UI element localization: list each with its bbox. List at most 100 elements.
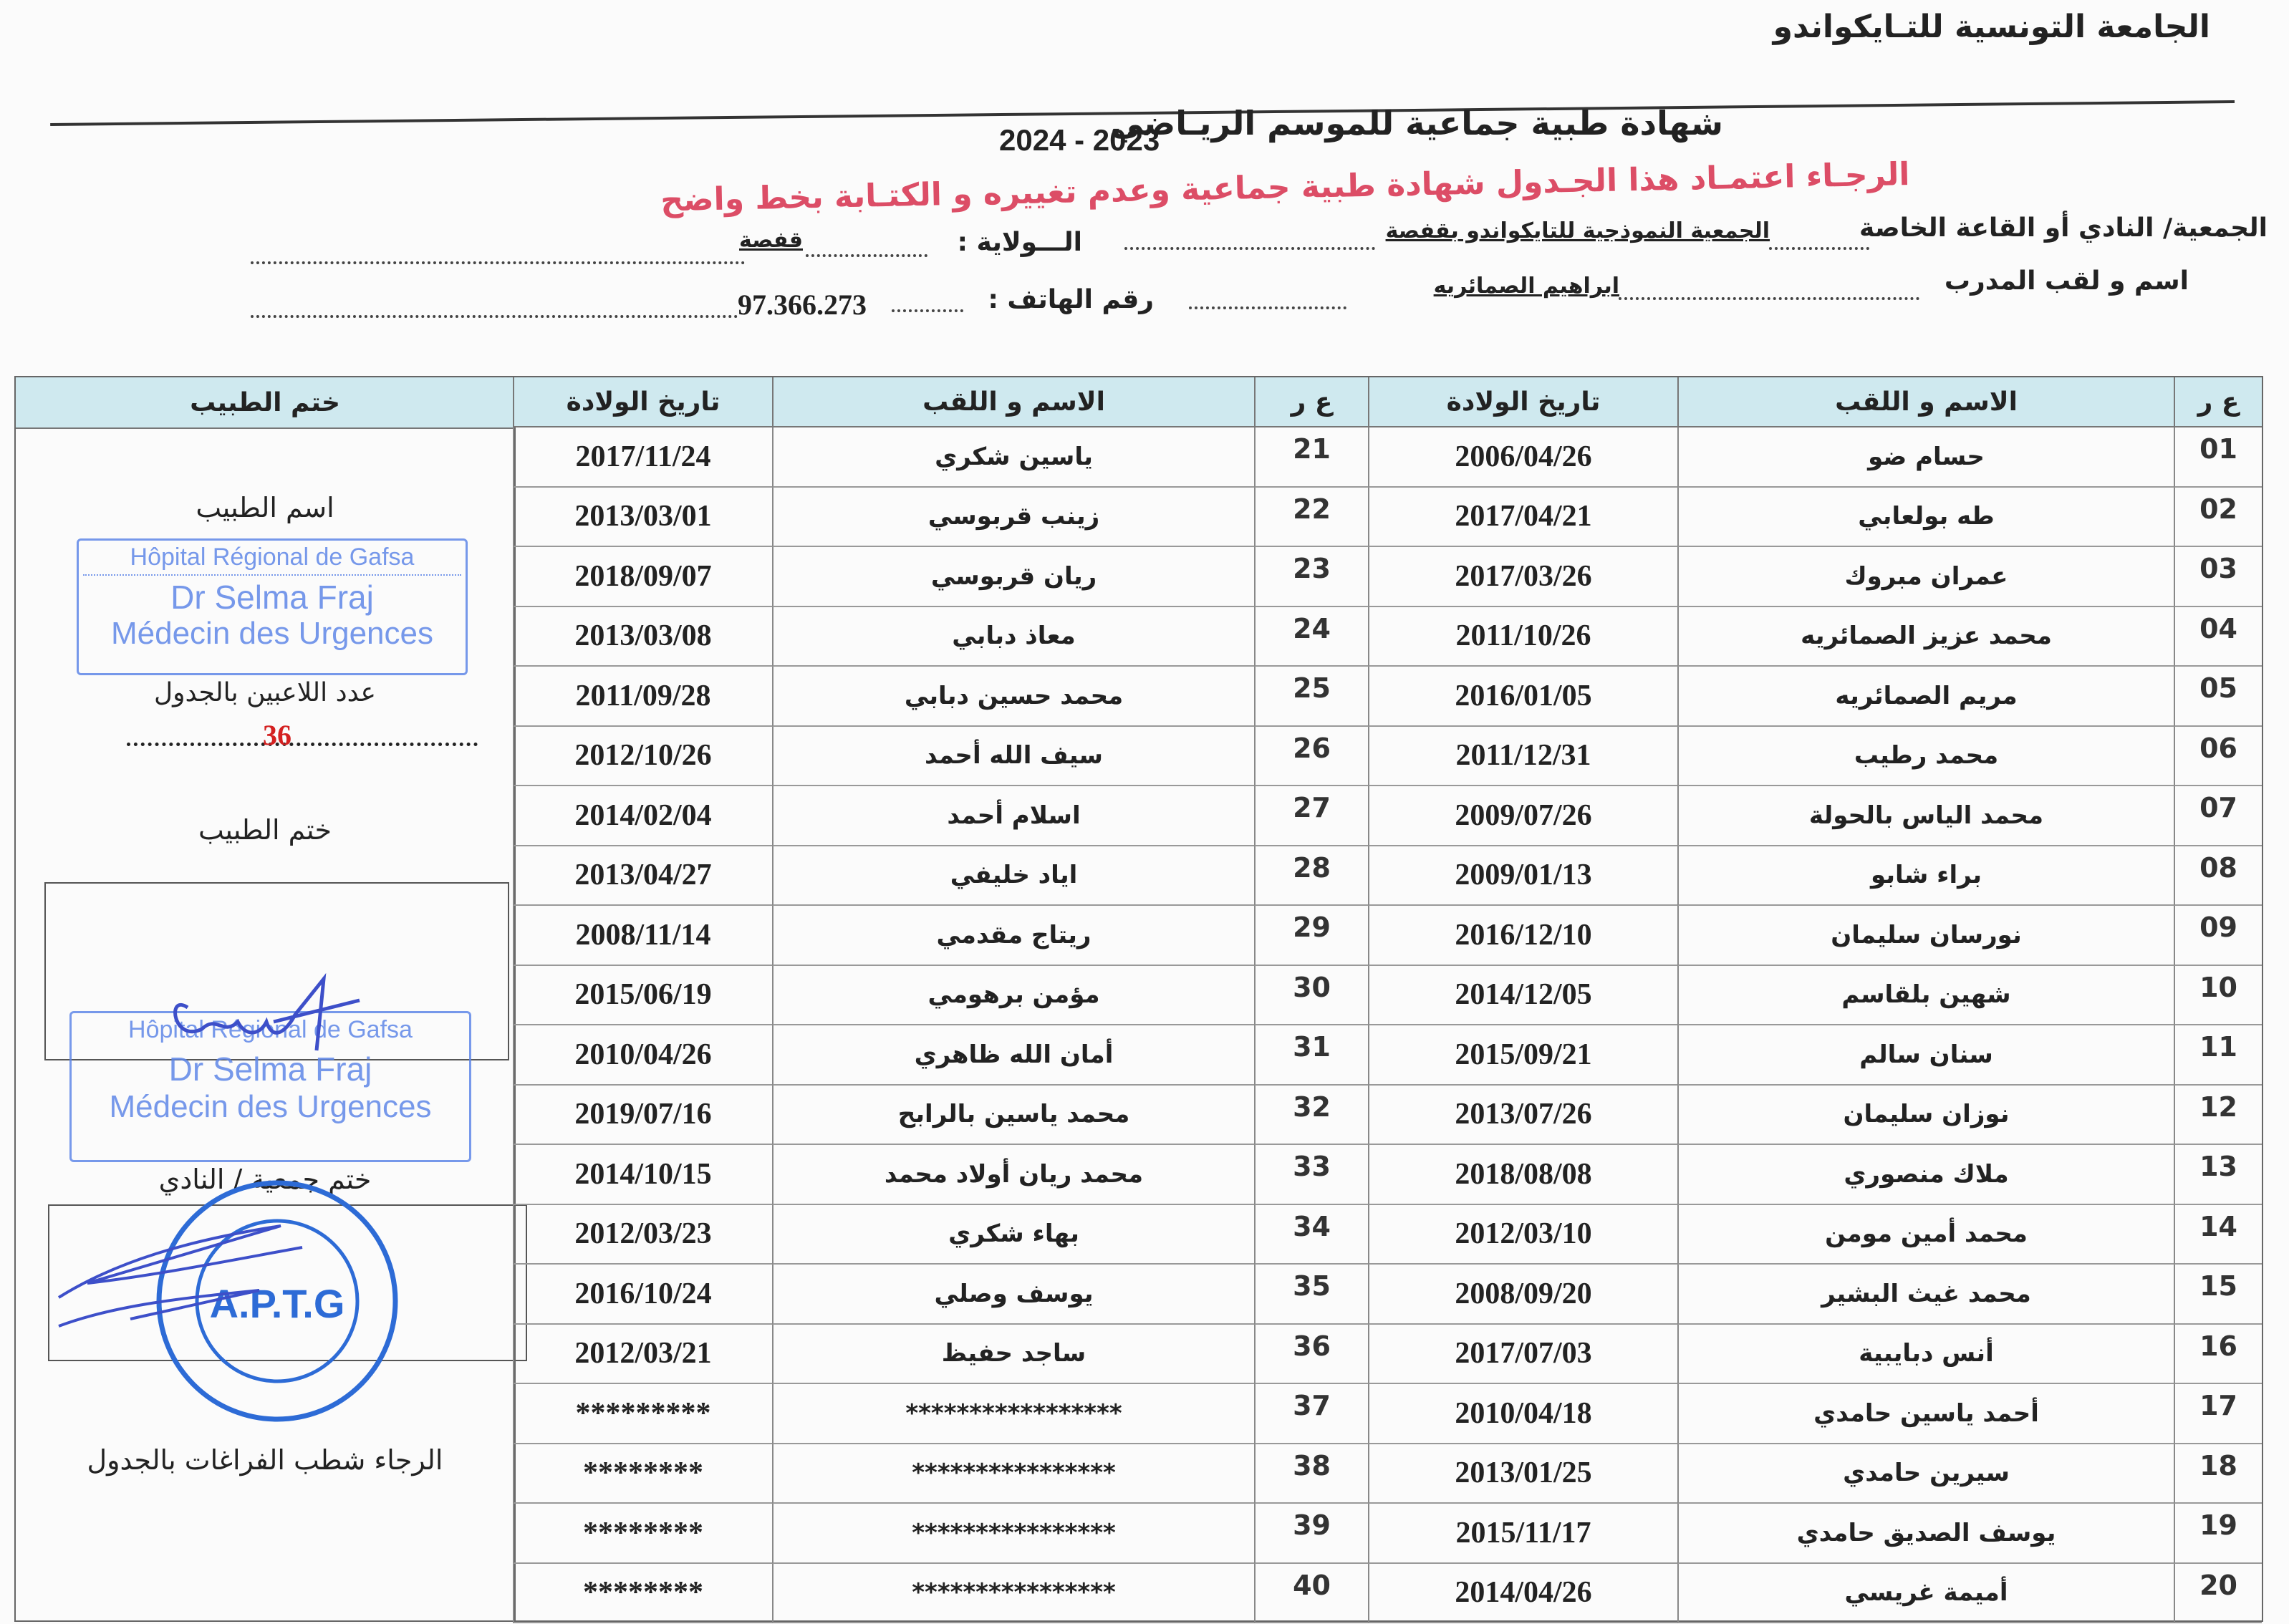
doctor-stamp-column: ختم الطبيب اسم الطبيب Hôpital Régional d… xyxy=(14,376,527,1622)
header-number: ع ر xyxy=(2174,377,2262,427)
birth-date: ******** xyxy=(513,1444,772,1504)
birth-date: 2017/07/03 xyxy=(1368,1324,1677,1384)
row-number: 06 xyxy=(2174,726,2262,786)
birth-date: 2016/12/10 xyxy=(1368,906,1677,966)
row-number: 21 xyxy=(1254,427,1368,488)
birth-date: 2010/04/26 xyxy=(513,1025,772,1086)
stamp-line: Hôpital Régional de Gafsa xyxy=(130,543,415,571)
dotted-line xyxy=(1769,247,1869,250)
header-name: الاسم و اللقب xyxy=(772,377,1254,427)
birth-date: 2010/04/18 xyxy=(1368,1384,1677,1444)
player-name: اسلام أحمد xyxy=(772,786,1254,846)
player-name: محمد الياس بالحولة xyxy=(1677,786,2174,846)
row-number: 13 xyxy=(2174,1145,2262,1205)
row-number: 19 xyxy=(2174,1504,2262,1564)
player-name: مؤمن برهومي xyxy=(772,965,1254,1025)
header-number: ع ر xyxy=(1254,377,1368,427)
birth-date: 2017/04/21 xyxy=(1368,487,1677,547)
player-name: محمد ياسين بالرابح xyxy=(772,1085,1254,1145)
birth-date: ********* xyxy=(513,1384,772,1444)
birth-date: 2019/07/16 xyxy=(513,1085,772,1145)
row-number: 20 xyxy=(2174,1563,2262,1623)
birth-date: 2011/12/31 xyxy=(1368,726,1677,786)
birth-date: 2009/01/13 xyxy=(1368,846,1677,906)
header-birth-date: تاريخ الولادة xyxy=(513,377,772,427)
player-name: بهاء شكري xyxy=(772,1204,1254,1265)
player-name: يوسف الصديق حامدي xyxy=(1677,1504,2174,1564)
birth-date: 2014/10/15 xyxy=(513,1145,772,1205)
row-number: 28 xyxy=(1254,846,1368,906)
dotted-line xyxy=(1189,306,1346,309)
player-name: أميمة غريسي xyxy=(1677,1563,2174,1623)
strike-note: الرجاء شطب الفراغات بالجدول xyxy=(87,1444,443,1476)
row-number: 12 xyxy=(2174,1085,2262,1145)
player-name: ساجد حفيظ xyxy=(772,1324,1254,1384)
player-name: **************** xyxy=(772,1563,1254,1623)
birth-date: 2014/04/26 xyxy=(1368,1563,1677,1623)
row-number: 38 xyxy=(1254,1444,1368,1504)
row-number: 09 xyxy=(2174,906,2262,966)
birth-date: 2013/04/27 xyxy=(513,846,772,906)
player-name: **************** xyxy=(772,1504,1254,1564)
birth-date: 2016/01/05 xyxy=(1368,667,1677,727)
stamp-line: Dr Selma Fraj xyxy=(170,579,374,616)
club-seal-text: A.P.T.G xyxy=(210,1281,345,1326)
birth-date: 2011/09/28 xyxy=(513,667,772,727)
player-name: ريان قربوسي xyxy=(772,547,1254,607)
state-label: الـــولاية : xyxy=(957,228,1082,257)
birth-date: 2017/11/24 xyxy=(513,427,772,488)
birth-date: 2012/03/21 xyxy=(513,1324,772,1384)
player-name: معاذ دبابي xyxy=(772,606,1254,667)
birth-date: 2015/09/21 xyxy=(1368,1025,1677,1086)
row-number: 14 xyxy=(2174,1204,2262,1265)
player-name: مريم الصمائريه xyxy=(1677,667,2174,727)
row-number: 05 xyxy=(2174,667,2262,727)
row-number: 26 xyxy=(1254,726,1368,786)
club-stamp-box xyxy=(48,1204,527,1361)
player-name: نورسان سليمان xyxy=(1677,906,2174,966)
birth-date: 2018/09/07 xyxy=(513,547,772,607)
doctor-stamp-label: ختم الطبيب xyxy=(198,814,332,846)
players-table: ع ر الاسم و اللقب تاريخ الولادة ع ر الاسم و … xyxy=(513,376,2263,1623)
row-number: 27 xyxy=(1254,786,1368,846)
row-number: 30 xyxy=(1254,965,1368,1025)
row-number: 31 xyxy=(1254,1025,1368,1086)
birth-date: 2013/03/01 xyxy=(513,487,772,547)
player-name: محمد غيث البشير xyxy=(1677,1265,2174,1325)
row-number: 18 xyxy=(2174,1444,2262,1504)
player-name: نوزان سليمان xyxy=(1677,1085,2174,1145)
dotted-line xyxy=(251,315,738,318)
row-number: 01 xyxy=(2174,427,2262,488)
coach-label: اسم و لقب المدرب xyxy=(1944,266,2189,296)
phone-label: رقم الهاتف : xyxy=(988,285,1154,314)
birth-date: 2009/07/26 xyxy=(1368,786,1677,846)
player-name: أنس دبايبية xyxy=(1677,1324,2174,1384)
coach-value: ابراهيم الصمائريه xyxy=(1433,274,1619,299)
player-name: زينب قربوسي xyxy=(772,487,1254,547)
row-number: 29 xyxy=(1254,906,1368,966)
player-name: يوسف وصلي xyxy=(772,1265,1254,1325)
player-name: ياسين شكري xyxy=(772,427,1254,488)
row-number: 08 xyxy=(2174,846,2262,906)
club-label: الجمعية/ النادي أو القاعة الخاصة xyxy=(1859,213,2268,243)
row-number: 15 xyxy=(2174,1265,2262,1325)
header-name: الاسم و اللقب xyxy=(1677,377,2174,427)
row-number: 07 xyxy=(2174,786,2262,846)
row-number: 35 xyxy=(1254,1265,1368,1325)
row-number: 16 xyxy=(2174,1324,2262,1384)
player-name: براء شابو xyxy=(1677,846,2174,906)
row-number: 03 xyxy=(2174,547,2262,607)
player-name: طه بولعابي xyxy=(1677,487,2174,547)
phone-value: 97.366.273 xyxy=(738,289,867,321)
stamp-column-header: ختم الطبيب xyxy=(16,377,514,429)
birth-date: 2014/02/04 xyxy=(513,786,772,846)
birth-date: 2017/03/26 xyxy=(1368,547,1677,607)
row-number: 10 xyxy=(2174,965,2262,1025)
state-value: قفصة xyxy=(739,228,803,253)
player-name: حسام ضو xyxy=(1677,427,2174,488)
player-name: محمد أمين مومن xyxy=(1677,1204,2174,1265)
dotted-line xyxy=(1124,247,1375,250)
birth-date: 2011/10/26 xyxy=(1368,606,1677,667)
birth-date: 2014/12/05 xyxy=(1368,965,1677,1025)
doctor-name-label: اسم الطبيب xyxy=(196,492,334,523)
